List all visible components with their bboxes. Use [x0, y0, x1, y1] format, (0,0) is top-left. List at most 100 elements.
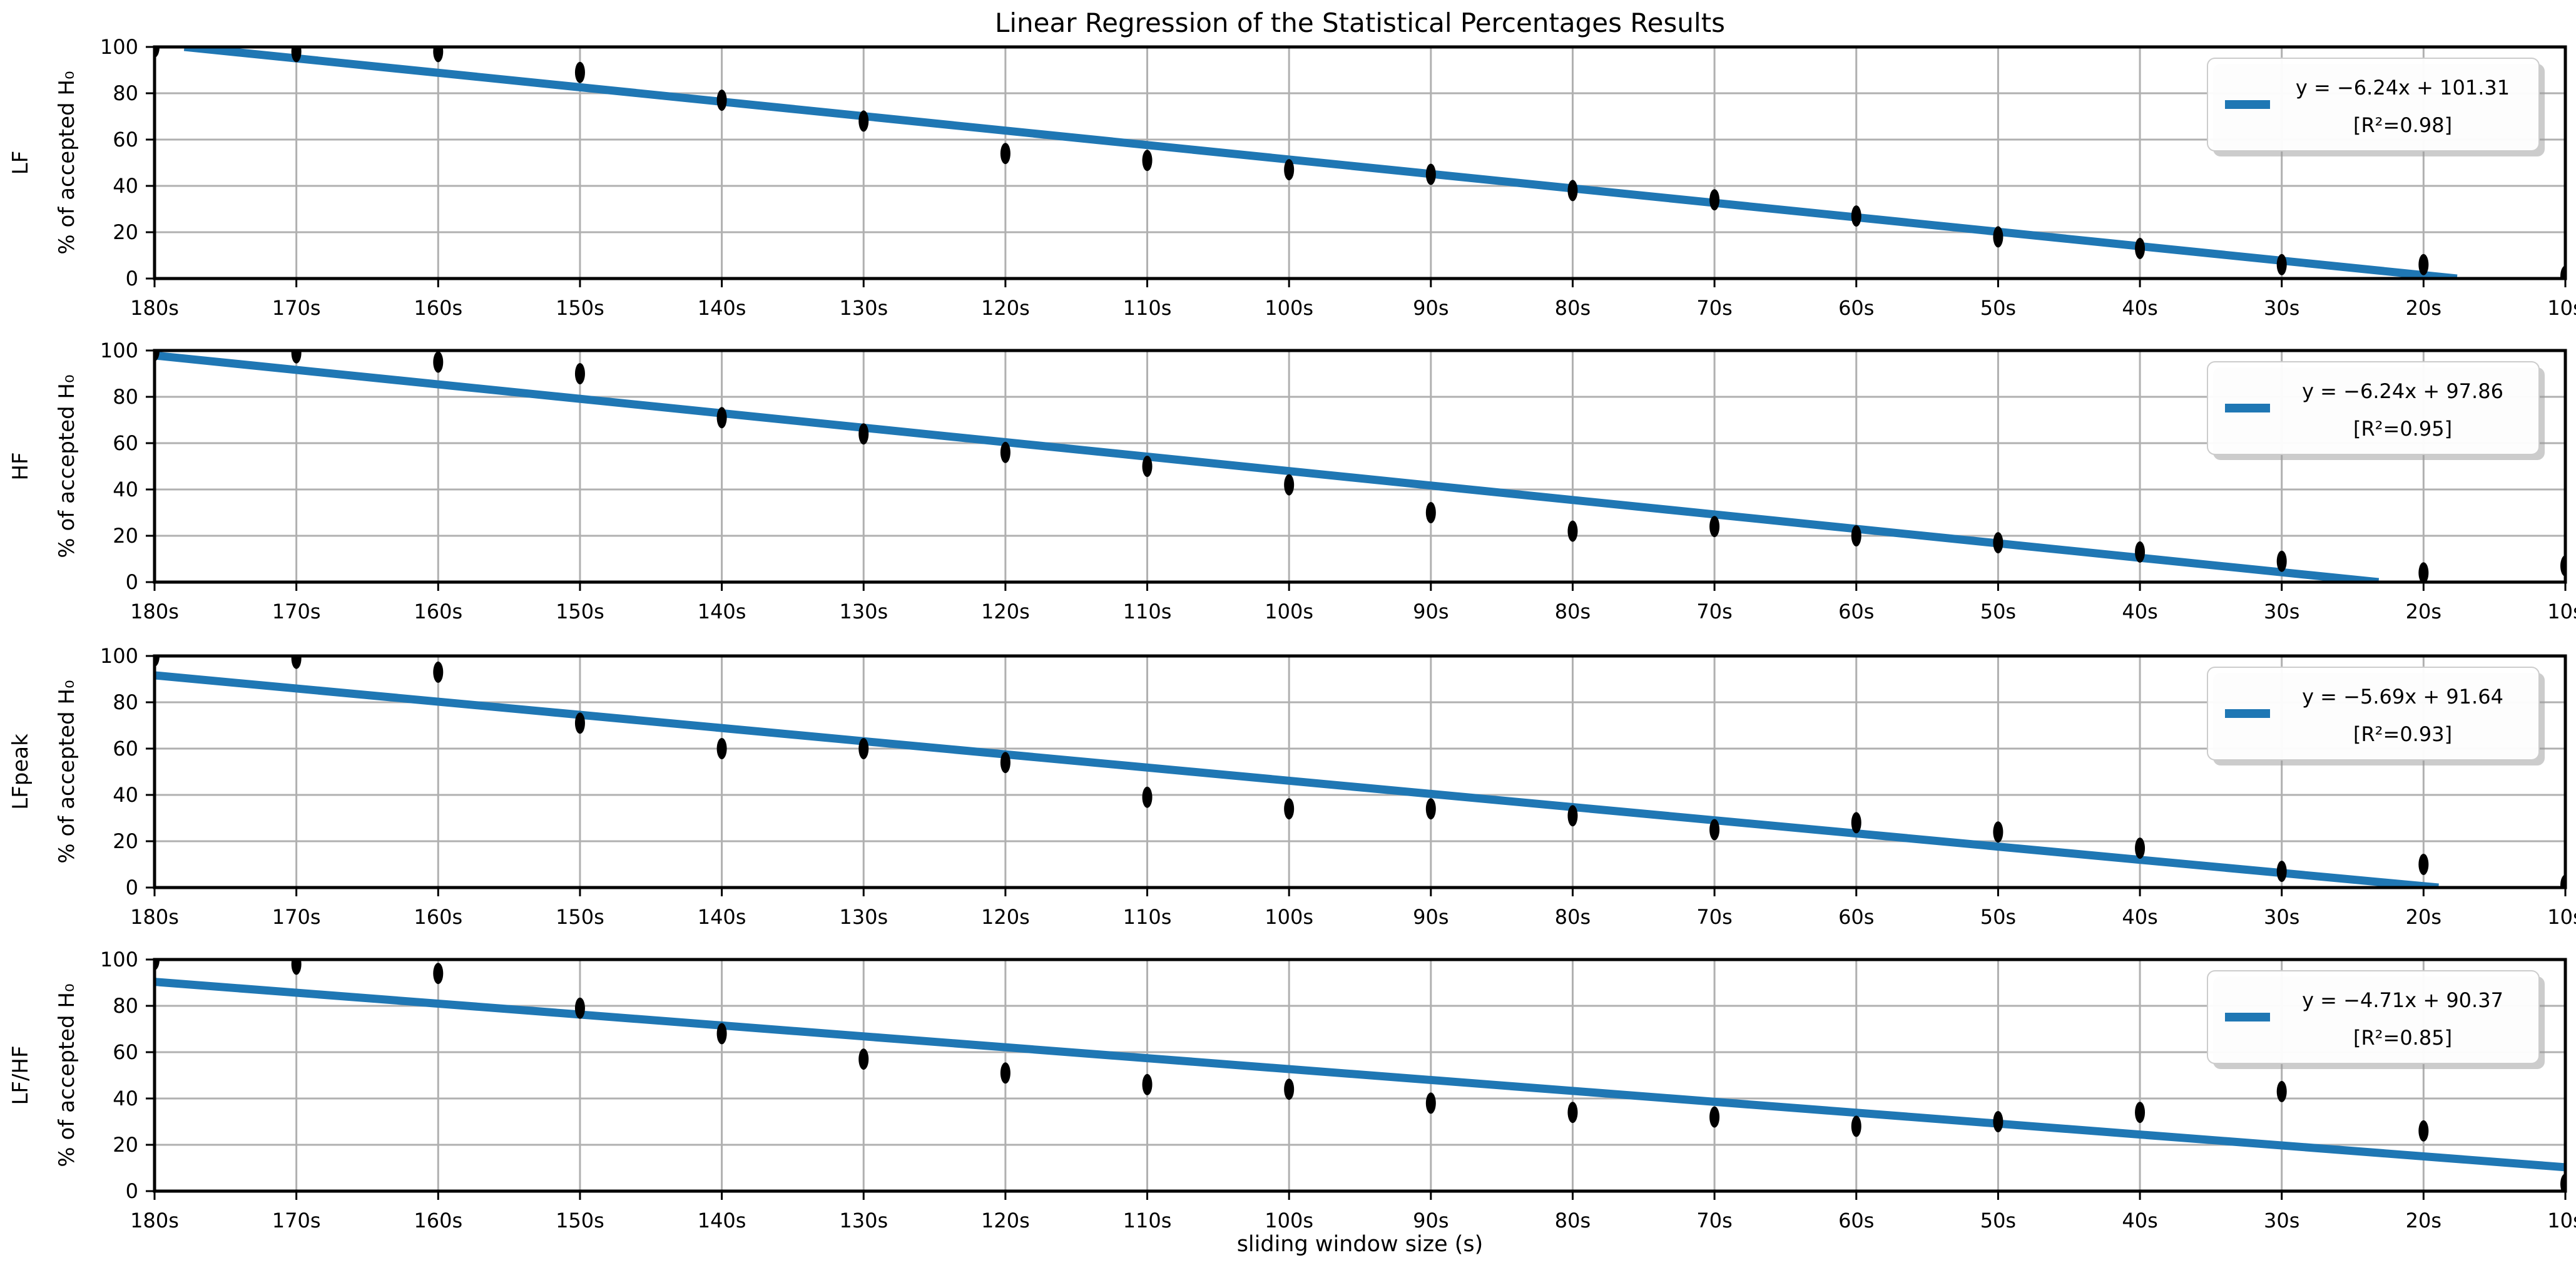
x-axis: 180s 170s 160s 150s 140s 130s 120s 110s 100s 90s 8…: [130, 582, 2576, 623]
x-tick-label: 160s: [414, 600, 462, 623]
data-point: [1567, 520, 1578, 542]
y-axis-title: % of accepted H₀: [54, 983, 79, 1167]
subplot-lf-hf: 0 20 40 60 80 100 180s 170s 160s 150s 140s 130s 120s…: [8, 948, 2576, 1232]
x-tick-label: 170s: [272, 1209, 321, 1232]
data-point: [2135, 541, 2146, 563]
gridlines: [153, 351, 2567, 582]
x-tick-label: 40s: [2122, 905, 2157, 929]
data-point: [2276, 1080, 2287, 1102]
x-tick-label: 180s: [130, 905, 179, 929]
data-point: [2418, 1120, 2429, 1142]
x-tick-label: 140s: [698, 1209, 746, 1232]
y-tick-label: 0: [126, 1179, 138, 1203]
y-axis: 0 20 40 60 80 100: [100, 948, 155, 1203]
x-tick-label: 120s: [981, 905, 1030, 929]
data-point: [1142, 456, 1153, 477]
x-tick-label: 80s: [1555, 296, 1591, 320]
x-tick-label: 60s: [1838, 600, 1874, 623]
legend-box: [2207, 970, 2540, 1064]
data-point: [2276, 253, 2287, 275]
y-tick-label: 80: [113, 994, 138, 1018]
data-point: [1851, 812, 1861, 834]
y-tick-label: 40: [113, 174, 138, 198]
legend: y = −6.24x + 97.86 [R²=0.95]: [2207, 361, 2545, 460]
y-tick-label: 20: [113, 829, 138, 853]
x-tick-label: 90s: [1413, 1209, 1448, 1232]
data-point: [1567, 1102, 1578, 1124]
axes-frame: [153, 349, 2567, 584]
x-tick-label: 20s: [2406, 296, 2441, 320]
x-axis: 180s 170s 160s 150s 140s 130s 120s 110s 100s 90s 8…: [130, 888, 2576, 929]
data-point: [2276, 550, 2287, 572]
x-axis: 180s 170s 160s 150s 140s 130s 120s 110s 100s 90s 8…: [130, 1191, 2576, 1232]
y-axis: 0 20 40 60 80 100: [100, 644, 155, 899]
y-axis-title: % of accepted H₀: [54, 71, 79, 254]
data-point: [716, 90, 727, 111]
x-tick-label: 170s: [272, 905, 321, 929]
axes-frame: [153, 45, 2567, 280]
x-tick-label: 100s: [1265, 296, 1313, 320]
x-tick-label: 120s: [981, 296, 1030, 320]
data-point: [1993, 226, 2003, 248]
data-point: [2418, 562, 2429, 582]
x-tick-label: 50s: [1980, 905, 2016, 929]
data-point: [1993, 1111, 2003, 1132]
data-point: [1425, 163, 1436, 185]
data-point: [1000, 1062, 1011, 1084]
x-tick-label: 110s: [1123, 905, 1172, 929]
data-point: [2418, 253, 2429, 275]
legend-r-squared: [R²=0.98]: [2353, 113, 2452, 137]
data-point: [1425, 502, 1436, 523]
x-tick-label: 70s: [1696, 296, 1732, 320]
regression-line: [155, 351, 2380, 582]
x-tick-label: 60s: [1838, 296, 1874, 320]
data-point: [716, 407, 727, 429]
data-point: [1000, 143, 1011, 165]
x-tick-label: 60s: [1838, 1209, 1874, 1232]
data-point: [2135, 837, 2146, 859]
x-tick-label: 30s: [2264, 1209, 2299, 1232]
legend-r-squared: [R²=0.85]: [2353, 1026, 2452, 1050]
y-axis-title: % of accepted H₀: [54, 374, 79, 558]
y-tick-label: 40: [113, 478, 138, 501]
x-tick-label: 110s: [1123, 296, 1172, 320]
x-tick-label: 120s: [981, 600, 1030, 623]
data-points: [155, 47, 2565, 279]
data-point: [858, 110, 869, 132]
data-point: [2135, 237, 2146, 259]
y-tick-label: 80: [113, 81, 138, 105]
data-point: [574, 997, 585, 1019]
data-point: [1142, 1073, 1153, 1095]
x-tick-label: 100s: [1265, 905, 1313, 929]
x-tick-label: 10s: [2547, 296, 2576, 320]
x-tick-label: 140s: [698, 905, 746, 929]
y-tick-label: 100: [100, 948, 138, 971]
x-tick-label: 130s: [839, 1209, 888, 1232]
data-point: [858, 738, 869, 759]
x-tick-label: 70s: [1696, 600, 1732, 623]
data-point: [291, 351, 302, 364]
data-point: [1142, 150, 1153, 172]
x-tick-label: 30s: [2264, 296, 2299, 320]
y-tick-label: 40: [113, 1087, 138, 1110]
legend-equation: y = −6.24x + 97.86: [2302, 379, 2503, 403]
data-point: [1709, 819, 1720, 841]
y-tick-label: 20: [113, 220, 138, 244]
x-tick-label: 20s: [2406, 905, 2441, 929]
x-tick-label: 180s: [130, 600, 179, 623]
y-tick-label: 0: [126, 267, 138, 290]
x-tick-label: 50s: [1980, 296, 2016, 320]
figure-title: Linear Regression of the Statistical Per…: [994, 8, 1726, 38]
data-point: [1851, 205, 1861, 227]
legend-box: [2207, 361, 2540, 455]
data-point: [1284, 798, 1295, 820]
data-point: [716, 738, 727, 759]
x-tick-label: 140s: [698, 296, 746, 320]
x-tick-label: 100s: [1265, 1209, 1313, 1232]
x-tick-label: 150s: [556, 600, 604, 623]
y-axis-title: % of accepted H₀: [54, 680, 79, 863]
data-point: [2135, 1102, 2146, 1124]
regression-line: [183, 47, 2458, 279]
y-tick-label: 20: [113, 524, 138, 548]
